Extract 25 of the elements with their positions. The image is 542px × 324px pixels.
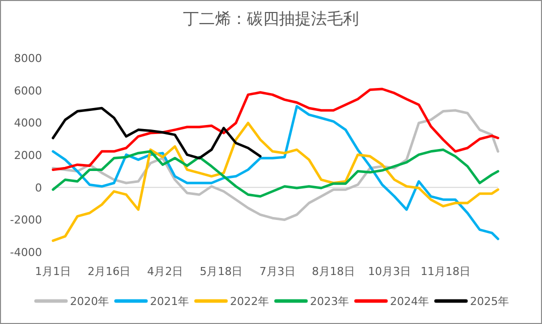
y-tick-label: -4000 [10, 246, 42, 259]
y-tick-label: 2000 [14, 149, 42, 162]
legend-label: 2023年 [310, 295, 349, 308]
x-tick-label: 11月18日 [420, 265, 471, 278]
line-series [52, 106, 262, 160]
legend-label: 2024年 [390, 295, 429, 308]
x-tick-label: 2月16日 [88, 265, 131, 278]
x-tick-label: 7月3日 [259, 265, 296, 278]
y-tick-label: 8000 [14, 52, 42, 65]
line-series [52, 148, 500, 198]
legend-label: 2021年 [150, 295, 189, 308]
y-tick-label: 6000 [14, 84, 42, 98]
x-tick-label: 5月18日 [200, 265, 243, 278]
legend-label: 2025年 [470, 295, 509, 308]
x-tick-label: 8月18日 [312, 265, 355, 278]
y-tick-label: 0 [35, 181, 42, 194]
line-series [52, 88, 500, 171]
x-tick-label: 4月2日 [147, 265, 184, 278]
x-tick-label: 1月1日 [35, 265, 71, 278]
y-tick-label: -2000 [10, 214, 42, 227]
x-tick-label: 10月3日 [368, 265, 411, 278]
legend-label: 2022年 [230, 295, 269, 308]
legend-label: 2020年 [70, 295, 109, 308]
y-tick-label: 4000 [14, 116, 42, 130]
chart-title: 丁二烯：碳四抽提法毛利 [183, 9, 359, 28]
